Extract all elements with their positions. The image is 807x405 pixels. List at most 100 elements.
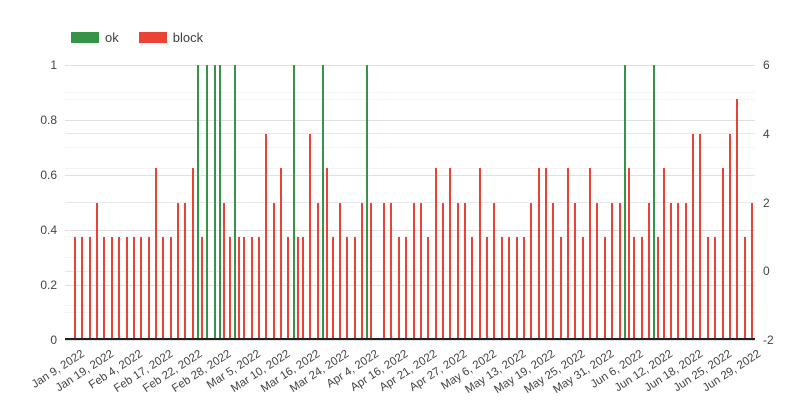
bar-block[interactable]	[647, 202, 650, 340]
bar-ok[interactable]	[213, 65, 216, 340]
bar-block[interactable]	[201, 236, 204, 340]
bar-block[interactable]	[596, 202, 599, 340]
bar-block[interactable]	[360, 202, 363, 340]
bar-block[interactable]	[699, 133, 702, 340]
bar-block[interactable]	[265, 133, 268, 340]
bar-block[interactable]	[515, 236, 518, 340]
bar-block[interactable]	[640, 236, 643, 340]
bar-block[interactable]	[147, 236, 150, 340]
bar-block[interactable]	[743, 236, 746, 340]
bar-ok[interactable]	[206, 65, 209, 340]
bar-block[interactable]	[140, 236, 143, 340]
bar-block[interactable]	[522, 236, 525, 340]
bar-block[interactable]	[581, 236, 584, 340]
bar-block[interactable]	[544, 168, 547, 340]
bar-block[interactable]	[353, 236, 356, 340]
bar-block[interactable]	[552, 202, 555, 340]
bar-block[interactable]	[81, 236, 84, 340]
bar-block[interactable]	[464, 202, 466, 340]
legend-item-ok[interactable]: ok	[71, 31, 119, 44]
bar-block[interactable]	[706, 236, 709, 340]
bar-block[interactable]	[280, 168, 283, 340]
bar-block[interactable]	[118, 236, 121, 340]
bar-block[interactable]	[478, 168, 481, 340]
bar-block[interactable]	[103, 236, 106, 340]
bar-block[interactable]	[110, 236, 113, 340]
bar-ok[interactable]	[219, 65, 222, 340]
bar-block[interactable]	[237, 236, 240, 340]
bar-block[interactable]	[243, 236, 246, 340]
bar-block[interactable]	[456, 202, 459, 340]
bar-block[interactable]	[589, 168, 592, 340]
bar-block[interactable]	[714, 236, 717, 340]
bar-block[interactable]	[537, 168, 540, 340]
bar-ok[interactable]	[233, 65, 236, 340]
bar-block[interactable]	[169, 236, 172, 340]
bar-block[interactable]	[370, 202, 373, 340]
bar-block[interactable]	[177, 202, 180, 340]
bar-block[interactable]	[574, 202, 577, 340]
bar-block[interactable]	[657, 236, 660, 340]
bar-block[interactable]	[405, 236, 408, 340]
bar-ok[interactable]	[623, 65, 626, 340]
bar-block[interactable]	[603, 236, 606, 340]
bar-block[interactable]	[627, 168, 630, 340]
bar-block[interactable]	[427, 236, 430, 340]
bar-block[interactable]	[228, 236, 231, 340]
bar-block[interactable]	[419, 202, 422, 340]
bar-block[interactable]	[346, 236, 349, 340]
bar-block[interactable]	[728, 133, 731, 340]
bar-ok[interactable]	[197, 65, 200, 340]
bar-block[interactable]	[559, 236, 562, 340]
bar-block[interactable]	[309, 133, 312, 340]
bar-block[interactable]	[296, 236, 299, 340]
bar-block[interactable]	[338, 202, 341, 340]
bar-block[interactable]	[96, 202, 99, 340]
bar-ok[interactable]	[366, 65, 369, 340]
bar-block[interactable]	[397, 236, 400, 340]
bar-block[interactable]	[250, 236, 253, 340]
bar-block[interactable]	[390, 202, 393, 340]
bar-block[interactable]	[383, 202, 386, 340]
bar-block[interactable]	[736, 99, 739, 340]
bar-block[interactable]	[132, 236, 135, 340]
bar-block[interactable]	[74, 236, 76, 340]
bar-block[interactable]	[618, 202, 621, 340]
bar-block[interactable]	[486, 236, 489, 340]
bar-block[interactable]	[223, 202, 226, 340]
bar-ok[interactable]	[653, 65, 656, 340]
bar-block[interactable]	[316, 202, 319, 340]
bar-block[interactable]	[567, 168, 570, 340]
bar-ok[interactable]	[322, 65, 325, 340]
bar-block[interactable]	[331, 236, 334, 340]
legend-item-block[interactable]: block	[138, 31, 203, 44]
bar-block[interactable]	[125, 236, 128, 340]
bar-block[interactable]	[257, 236, 260, 340]
bar-block[interactable]	[493, 202, 496, 340]
bar-block[interactable]	[530, 202, 533, 340]
bar-block[interactable]	[611, 202, 614, 340]
bar-block[interactable]	[434, 168, 437, 340]
bar-block[interactable]	[751, 202, 753, 340]
bar-block[interactable]	[662, 168, 665, 340]
bar-block[interactable]	[287, 236, 290, 340]
bar-block[interactable]	[692, 133, 695, 340]
bar-block[interactable]	[88, 236, 91, 340]
bar-block[interactable]	[154, 168, 157, 340]
bar-ok[interactable]	[292, 65, 295, 340]
bar-block[interactable]	[500, 236, 503, 340]
bar-block[interactable]	[441, 202, 444, 340]
bar-block[interactable]	[508, 236, 511, 340]
bar-block[interactable]	[684, 202, 687, 340]
bar-block[interactable]	[302, 236, 305, 340]
bar-block[interactable]	[471, 236, 474, 340]
bar-block[interactable]	[721, 168, 724, 340]
bar-block[interactable]	[449, 168, 452, 340]
bar-block[interactable]	[326, 168, 329, 340]
bar-block[interactable]	[670, 202, 673, 340]
bar-block[interactable]	[677, 202, 680, 340]
bar-block[interactable]	[272, 202, 275, 340]
bar-block[interactable]	[184, 202, 187, 340]
bar-block[interactable]	[191, 168, 194, 340]
bar-block[interactable]	[162, 236, 165, 340]
